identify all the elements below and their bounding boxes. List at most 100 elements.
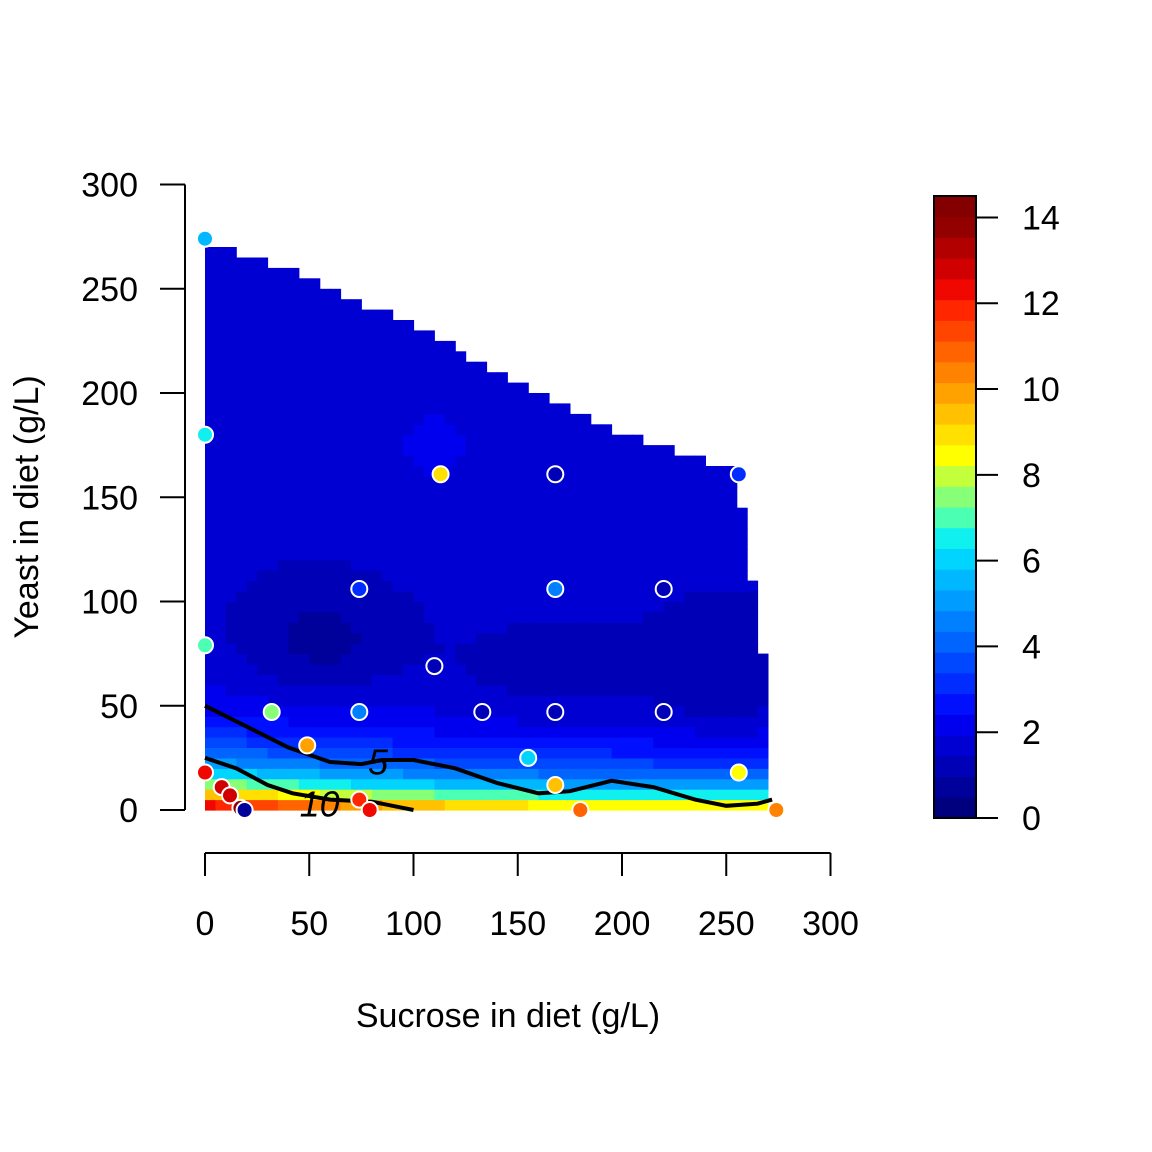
heatmap-cell xyxy=(747,653,759,665)
heatmap-cell xyxy=(309,518,321,530)
heatmap-cell xyxy=(476,664,488,675)
heatmap-cell xyxy=(257,695,269,707)
heatmap-cell xyxy=(496,570,508,582)
heatmap-cell xyxy=(267,757,279,769)
heatmap-cell xyxy=(569,684,581,696)
heatmap-cell xyxy=(257,309,269,321)
colorbar-segment xyxy=(934,382,976,404)
heatmap-cell xyxy=(215,695,227,707)
heatmap-cell xyxy=(205,486,216,498)
heatmap-cell xyxy=(653,591,665,603)
heatmap-cell xyxy=(225,267,237,279)
heatmap-cell xyxy=(507,445,519,457)
heatmap-cell xyxy=(288,705,300,717)
heatmap-cell xyxy=(340,497,352,509)
heatmap-cell xyxy=(403,445,415,457)
heatmap-cell xyxy=(455,632,467,644)
heatmap-cell xyxy=(674,799,686,811)
heatmap-cell xyxy=(330,653,342,665)
heatmap-cell xyxy=(695,497,706,509)
heatmap-cell xyxy=(330,643,342,655)
heatmap-cell xyxy=(674,466,686,477)
heatmap-cell xyxy=(215,653,227,665)
heatmap-cell xyxy=(642,497,654,509)
heatmap-cell xyxy=(288,288,300,300)
heatmap-cell xyxy=(413,643,425,655)
heatmap-cell xyxy=(601,695,613,707)
heatmap-cell xyxy=(382,789,394,801)
heatmap-cell xyxy=(309,611,321,623)
heatmap-cell xyxy=(528,684,540,696)
heatmap-cell xyxy=(215,643,227,655)
heatmap-cell xyxy=(205,539,216,550)
heatmap-cell xyxy=(611,705,623,717)
heatmap-cell xyxy=(684,643,696,655)
heatmap-cell xyxy=(476,737,488,748)
heatmap-cell xyxy=(278,309,289,321)
heatmap-cell xyxy=(486,705,498,717)
heatmap-cell xyxy=(528,580,540,592)
heatmap-cell xyxy=(642,622,654,634)
heatmap-cell xyxy=(757,674,769,686)
heatmap-cell xyxy=(257,434,269,446)
heatmap-cell xyxy=(726,622,738,634)
heatmap-cell xyxy=(319,611,331,623)
heatmap-cell xyxy=(350,726,362,738)
heatmap-cell xyxy=(455,372,467,384)
heatmap-cell xyxy=(205,413,216,425)
heatmap-cell xyxy=(392,361,404,373)
heatmap-cell xyxy=(267,778,279,790)
colorbar-segment xyxy=(934,693,976,715)
heatmap-cell xyxy=(455,726,467,738)
heatmap-cell xyxy=(684,507,696,519)
heatmap-cell xyxy=(622,455,633,467)
heatmap-cell xyxy=(622,622,633,634)
heatmap-cell xyxy=(455,674,467,686)
heatmap-cell xyxy=(350,507,362,519)
heatmap-cell xyxy=(559,643,571,655)
heatmap-cell xyxy=(392,330,404,342)
heatmap-cell xyxy=(486,455,498,467)
heatmap-cell xyxy=(684,601,696,613)
heatmap-cell xyxy=(715,549,727,561)
heatmap-cell xyxy=(267,580,279,592)
heatmap-cell xyxy=(507,737,519,748)
heatmap-cell xyxy=(611,507,623,519)
heatmap-cell xyxy=(236,591,248,603)
heatmap-cell xyxy=(569,580,581,592)
heatmap-cell xyxy=(382,476,394,488)
heatmap-cell xyxy=(371,351,383,363)
colorbar-tick-label: 6 xyxy=(1022,543,1041,581)
colorbar-tick-label: 10 xyxy=(1022,371,1060,409)
heatmap-cell xyxy=(444,705,456,717)
heatmap-cell xyxy=(486,445,498,457)
colorbar-segment xyxy=(934,610,976,632)
heatmap-cell xyxy=(695,643,706,655)
heatmap-cell xyxy=(361,486,373,498)
heatmap-cell xyxy=(215,330,227,342)
heatmap-cell xyxy=(528,643,540,655)
heatmap-cell xyxy=(549,518,560,530)
heatmap-cell xyxy=(246,664,258,675)
heatmap-cell xyxy=(319,705,331,717)
heatmap-cell xyxy=(361,330,373,342)
heatmap-cell xyxy=(695,747,706,759)
heatmap-cell xyxy=(288,591,300,603)
heatmap-cell xyxy=(423,674,435,686)
heatmap-cell xyxy=(267,664,279,675)
heatmap-cell xyxy=(455,549,467,561)
heatmap-cell xyxy=(298,466,310,477)
heatmap-cell xyxy=(403,507,415,519)
heatmap-cell xyxy=(736,737,748,748)
heatmap-cell xyxy=(611,768,623,780)
heatmap-cell xyxy=(622,580,633,592)
heatmap-cell xyxy=(496,497,508,509)
heatmap-cell xyxy=(413,340,425,352)
heatmap-cell xyxy=(382,497,394,509)
heatmap-cell xyxy=(205,507,216,519)
heatmap-cell xyxy=(267,403,279,415)
heatmap-cell xyxy=(278,466,289,477)
heatmap-cell xyxy=(350,695,362,707)
heatmap-cell xyxy=(257,330,269,342)
heatmap-cell xyxy=(496,601,508,613)
